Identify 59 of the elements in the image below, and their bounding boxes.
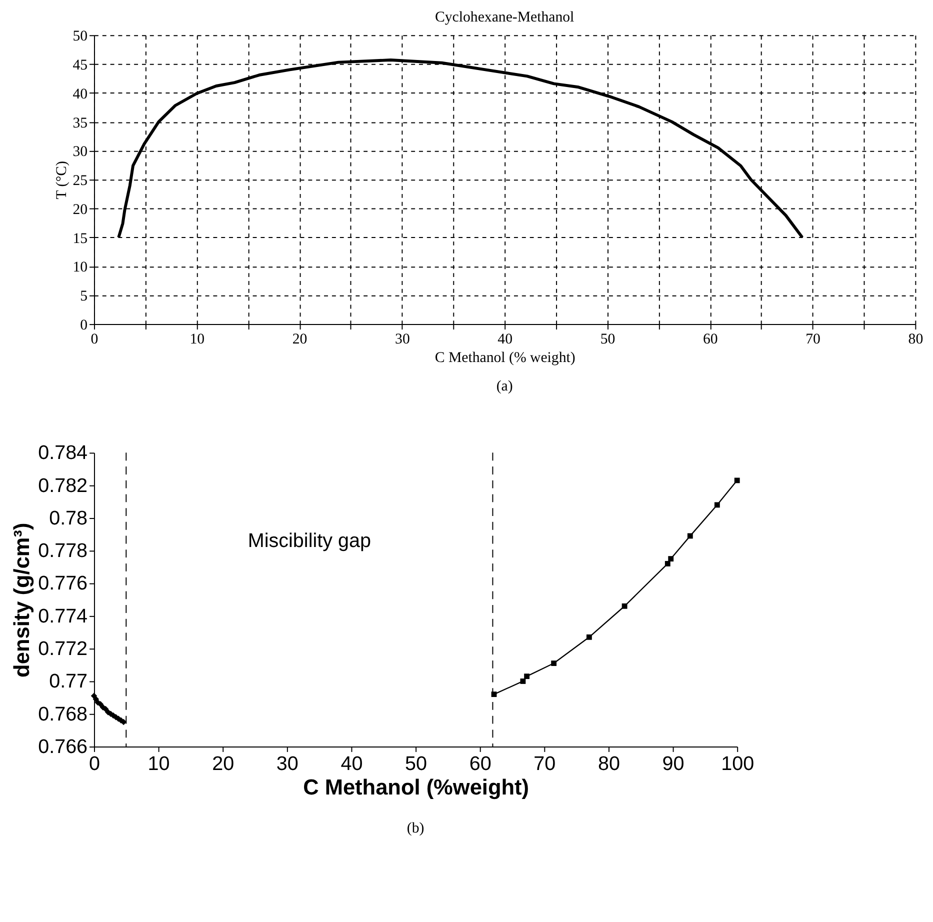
y-tick-label: 0	[80, 317, 88, 334]
y-tick-label: 45	[72, 57, 88, 74]
text: (b)	[406, 820, 424, 837]
x-tick-label: 80	[598, 752, 620, 775]
y-tick-label: 30	[72, 144, 88, 160]
point	[97, 700, 104, 708]
x-tick-label: 100	[721, 752, 754, 775]
y-tick-label: 5	[80, 288, 88, 305]
point	[622, 603, 628, 609]
x-tick-label: 70	[534, 752, 556, 775]
y-tick-label: 10	[72, 260, 88, 276]
point	[664, 560, 670, 566]
x-tick-label: 20	[292, 331, 308, 348]
x-tick-label: 0	[90, 331, 98, 348]
y-tick-label: 0.77	[49, 670, 88, 693]
x-tick-label: 90	[662, 752, 684, 775]
x-tick-label: 40	[340, 752, 363, 775]
y-tick-label: 0.774	[38, 605, 88, 628]
point	[734, 478, 740, 484]
point	[668, 556, 674, 562]
x-tick-label: 30	[276, 752, 298, 775]
x-tick-label: 60	[702, 331, 718, 348]
y-axis-title: density (g/cm³)	[9, 522, 34, 678]
x-axis-title: C Methanol (%weight)	[303, 774, 530, 800]
y-axis-title: T (°C)	[54, 160, 70, 200]
point	[714, 502, 720, 508]
y-tick-label: 25	[72, 173, 88, 190]
y-tick-label: 0.778	[38, 540, 88, 562]
y-tick-label: 0.772	[38, 638, 88, 660]
chart-title: Cyclohexane-Methanol	[435, 9, 574, 26]
x-tick-label: 60	[469, 752, 492, 775]
y-tick-label: 50	[72, 28, 88, 45]
text: (a)	[496, 378, 513, 394]
x-tick-label: 10	[190, 331, 205, 348]
point	[524, 674, 530, 680]
y-tick-label: 0.776	[38, 572, 88, 595]
x-tick-label: 20	[212, 752, 234, 775]
y-tick-label: 0.78	[49, 507, 88, 530]
annotation: Miscibility gap	[248, 530, 371, 552]
y-tick-label: 15	[72, 230, 88, 247]
x-axis-title: C Methanol (% weight)	[434, 350, 576, 366]
x-tick-label: 50	[405, 752, 428, 775]
y-tick-label: 40	[72, 86, 88, 102]
y-tick-label: 20	[72, 202, 88, 218]
x-tick-label: 30	[395, 331, 410, 348]
y-tick-label: 0.768	[38, 703, 88, 726]
point	[551, 660, 557, 666]
x-tick-label: 10	[148, 752, 170, 775]
y-tick-label: 35	[72, 115, 88, 132]
x-tick-label: 80	[908, 331, 924, 348]
point	[687, 533, 693, 539]
y-tick-label: 0.782	[38, 474, 88, 497]
point	[520, 678, 526, 684]
x-tick-label: 70	[806, 331, 820, 348]
y-tick-label: 0.766	[38, 736, 88, 758]
x-tick-label: 50	[600, 331, 616, 348]
y-tick-label: 0.784	[38, 442, 88, 464]
point	[586, 634, 592, 640]
x-tick-label: 40	[498, 331, 512, 348]
